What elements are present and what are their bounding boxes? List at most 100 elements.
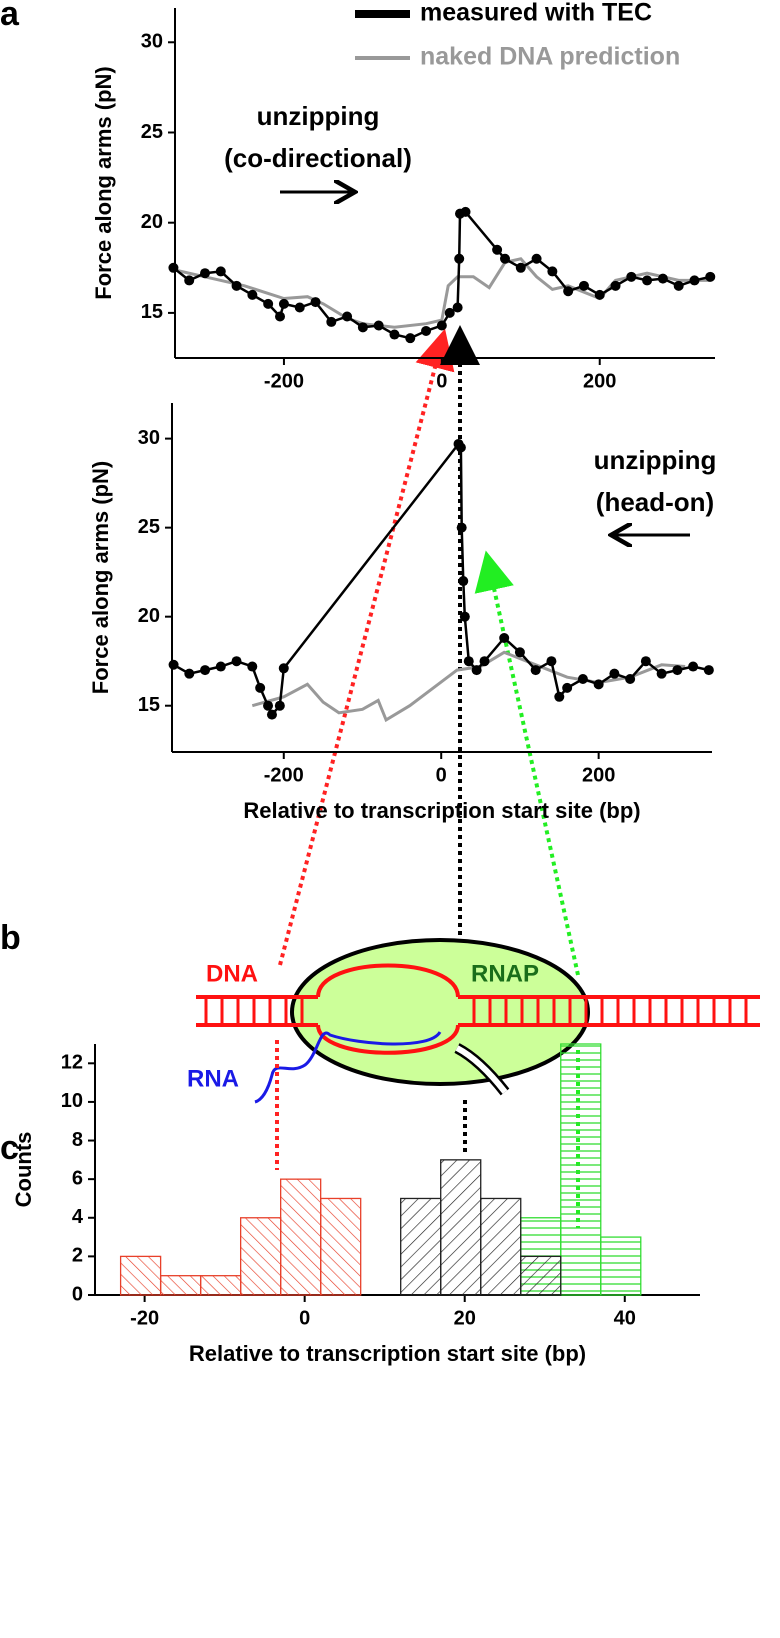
point <box>479 656 490 667</box>
point <box>247 661 258 672</box>
point <box>460 206 471 217</box>
point <box>326 316 337 327</box>
x-tick-label: 0 <box>436 764 447 786</box>
x-tick-label: 200 <box>583 370 616 392</box>
y-axis-title: Force along arms (pN) <box>91 66 116 299</box>
y-tick-label: 15 <box>138 694 160 716</box>
x-tick-label: -20 <box>130 1307 159 1329</box>
point <box>263 298 274 309</box>
bar <box>600 1236 642 1296</box>
y-tick-label: 8 <box>72 1129 83 1151</box>
dna-rungs <box>204 997 748 1025</box>
point <box>578 280 589 291</box>
point <box>657 273 668 284</box>
point <box>274 700 285 711</box>
y-tick-label: 20 <box>141 211 163 233</box>
point <box>610 280 621 291</box>
y-tick-label: 30 <box>141 31 163 53</box>
point <box>247 289 258 300</box>
point <box>444 307 455 318</box>
point <box>689 275 700 286</box>
point <box>452 302 463 313</box>
y-tick-label: 2 <box>72 1245 83 1267</box>
exit-channel <box>455 1045 508 1094</box>
x-tick-label: -200 <box>264 370 304 392</box>
bar <box>400 1197 442 1296</box>
y-tick-label: 25 <box>138 516 160 538</box>
point <box>463 656 474 667</box>
point <box>278 298 289 309</box>
point <box>215 266 226 277</box>
point <box>456 522 467 533</box>
point <box>673 280 684 291</box>
point <box>255 682 266 693</box>
point <box>278 663 289 674</box>
point <box>577 673 588 684</box>
y-tick-label: 6 <box>72 1167 83 1189</box>
x-tick-label: 200 <box>582 764 615 786</box>
x-tick-label: 20 <box>454 1307 476 1329</box>
y-tick-label: 20 <box>138 605 160 627</box>
y-axis-title: Counts <box>11 1132 36 1208</box>
x-tick-label: 0 <box>436 370 447 392</box>
point <box>499 633 510 644</box>
y-tick-label: 12 <box>61 1052 83 1074</box>
x-tick-label: 40 <box>614 1307 636 1329</box>
point <box>373 320 384 331</box>
point <box>454 253 465 264</box>
point <box>266 709 277 720</box>
point <box>231 656 242 667</box>
x-tick-label: 0 <box>299 1307 310 1329</box>
point <box>640 656 651 667</box>
point <box>515 262 526 273</box>
point <box>531 253 542 264</box>
annotation: unzipping <box>257 101 380 131</box>
bar <box>119 1255 162 1296</box>
point <box>459 611 470 622</box>
bar <box>320 1197 362 1296</box>
point <box>593 679 604 690</box>
bar <box>480 1197 522 1296</box>
point <box>703 665 714 676</box>
point <box>275 311 285 322</box>
panel-label: c <box>0 1129 19 1167</box>
y-axis-title: Force along arms (pN) <box>88 461 113 694</box>
series-line <box>172 441 710 717</box>
point <box>455 442 466 453</box>
point <box>458 576 469 587</box>
rnap-diagram: DNA RNAP RNA <box>187 938 760 1104</box>
point <box>594 289 605 300</box>
panel-label: b <box>0 919 21 957</box>
rnap-label: RNAP <box>471 960 539 987</box>
point <box>200 665 211 676</box>
point <box>215 661 226 672</box>
point <box>656 668 667 679</box>
point <box>389 329 400 340</box>
connectors <box>275 325 580 1228</box>
point <box>231 280 242 291</box>
point <box>357 322 368 333</box>
legend-label: measured with TEC <box>420 0 652 27</box>
point <box>672 665 683 676</box>
point <box>342 311 353 322</box>
point <box>554 691 565 702</box>
y-tick-label: 10 <box>61 1090 83 1112</box>
annotation: (head-on) <box>596 487 714 517</box>
point <box>626 271 637 282</box>
bar <box>280 1178 322 1296</box>
point <box>563 286 574 297</box>
y-tick-label: 25 <box>141 121 163 143</box>
y-tick-label: 15 <box>141 301 163 323</box>
point <box>471 665 482 676</box>
annotation: unzipping <box>594 445 717 475</box>
point <box>184 668 195 679</box>
point <box>530 665 541 676</box>
point <box>642 275 653 286</box>
panel-label: a <box>0 0 20 33</box>
bar <box>199 1275 242 1296</box>
x-axis-title: Relative to transcription start site (bp… <box>243 798 640 823</box>
point <box>562 682 573 693</box>
point <box>263 700 274 711</box>
